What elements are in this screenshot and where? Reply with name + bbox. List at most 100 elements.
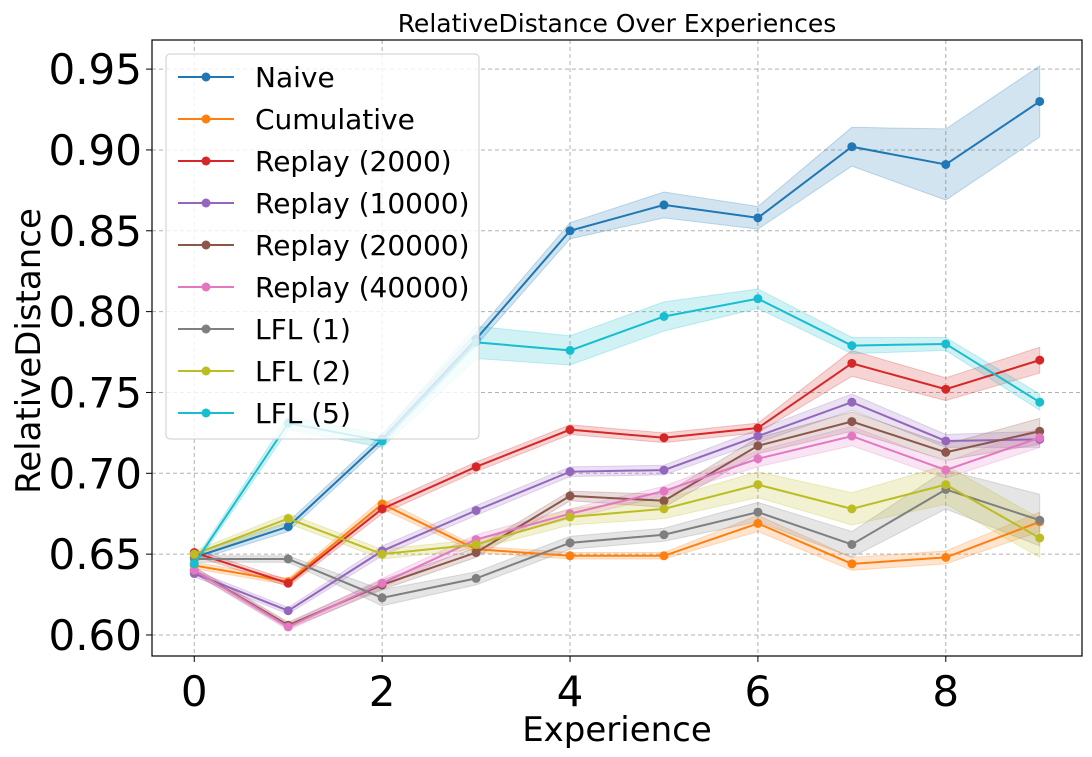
data-point bbox=[283, 622, 293, 632]
data-point bbox=[565, 345, 575, 355]
y-tick-label: 0.60 bbox=[48, 611, 142, 660]
data-point bbox=[565, 538, 575, 548]
data-point bbox=[283, 514, 293, 524]
data-point bbox=[941, 447, 951, 457]
data-point bbox=[565, 226, 575, 236]
data-point bbox=[941, 384, 951, 394]
data-point bbox=[847, 417, 857, 427]
data-point bbox=[565, 467, 575, 477]
data-point bbox=[1035, 397, 1045, 407]
band-1 bbox=[193, 498, 1041, 586]
series-line-5 bbox=[193, 435, 1041, 629]
data-point bbox=[847, 358, 857, 368]
data-point bbox=[847, 142, 857, 152]
legend-swatch-marker bbox=[201, 72, 211, 82]
data-point bbox=[1035, 355, 1045, 365]
data-point bbox=[847, 559, 857, 569]
data-point bbox=[283, 578, 293, 588]
data-point bbox=[753, 480, 763, 490]
data-point bbox=[659, 433, 669, 443]
data-point bbox=[283, 522, 293, 532]
data-point bbox=[847, 341, 857, 351]
data-point bbox=[1035, 533, 1045, 543]
data-point bbox=[941, 480, 951, 490]
series-line-0 bbox=[193, 100, 1041, 559]
band-2 bbox=[193, 346, 1041, 588]
legend-label: LFL (2) bbox=[255, 355, 351, 388]
data-point bbox=[659, 486, 669, 496]
data-point bbox=[471, 573, 481, 583]
band-3 bbox=[193, 393, 1041, 615]
data-point bbox=[753, 441, 763, 451]
data-point bbox=[659, 496, 669, 506]
data-point bbox=[283, 606, 293, 616]
data-point bbox=[847, 504, 857, 514]
data-point bbox=[753, 213, 763, 223]
data-point bbox=[377, 504, 387, 514]
data-point bbox=[1035, 426, 1045, 436]
legend-swatch-marker bbox=[201, 282, 211, 292]
data-point bbox=[659, 530, 669, 540]
series-line-6 bbox=[194, 488, 1041, 599]
x-tick-label: 6 bbox=[745, 667, 772, 716]
series-line-7 bbox=[193, 483, 1041, 556]
legend-swatch-marker bbox=[201, 240, 211, 250]
legend-swatch-marker bbox=[201, 324, 211, 334]
data-point bbox=[847, 397, 857, 407]
legend-label: LFL (1) bbox=[255, 313, 351, 346]
data-point bbox=[941, 159, 951, 169]
data-point bbox=[753, 431, 763, 441]
x-tick-label: 4 bbox=[557, 667, 584, 716]
data-point bbox=[753, 518, 763, 528]
series-line-2 bbox=[193, 359, 1041, 585]
legend-label: Cumulative bbox=[255, 103, 415, 136]
legend-swatch-marker bbox=[201, 408, 211, 418]
data-point bbox=[847, 539, 857, 549]
data-point bbox=[377, 549, 387, 559]
data-point bbox=[565, 512, 575, 522]
legend-swatch-marker bbox=[201, 156, 211, 166]
data-point bbox=[565, 425, 575, 435]
data-point bbox=[471, 505, 481, 515]
data-point bbox=[283, 554, 293, 564]
legend-swatch-marker bbox=[201, 366, 211, 376]
y-tick-label: 0.65 bbox=[48, 530, 142, 579]
chart-title: RelativeDistance Over Experiences bbox=[398, 9, 837, 38]
series-line-1 bbox=[194, 502, 1041, 583]
data-point bbox=[753, 507, 763, 517]
data-point bbox=[753, 294, 763, 304]
y-tick-label: 0.85 bbox=[48, 207, 142, 256]
data-point bbox=[1035, 96, 1045, 106]
legend-label: Replay (20000) bbox=[255, 229, 470, 262]
data-point bbox=[659, 551, 669, 561]
data-point bbox=[659, 504, 669, 514]
y-tick-label: 0.80 bbox=[48, 288, 142, 337]
legend-label: Replay (10000) bbox=[255, 187, 470, 220]
legend-label: LFL (5) bbox=[255, 397, 351, 430]
data-point bbox=[659, 311, 669, 321]
data-point bbox=[659, 200, 669, 210]
data-point bbox=[471, 462, 481, 472]
x-axis: 0 2 4 6 8 bbox=[181, 656, 959, 716]
data-point bbox=[565, 551, 575, 561]
data-point bbox=[941, 465, 951, 475]
y-tick-label: 0.95 bbox=[48, 45, 142, 94]
data-point bbox=[377, 593, 387, 603]
legend-swatch-marker bbox=[201, 114, 211, 124]
data-point bbox=[565, 491, 575, 501]
data-point bbox=[377, 578, 387, 588]
series-line-3 bbox=[193, 401, 1040, 612]
x-axis-label: Experience bbox=[522, 710, 712, 750]
y-axis-label: RelativeDistance bbox=[9, 208, 49, 494]
data-point bbox=[471, 548, 481, 558]
legend-label: Replay (40000) bbox=[255, 271, 470, 304]
data-point bbox=[471, 539, 481, 549]
data-point bbox=[1035, 433, 1045, 443]
legend: Naive Cumulative Replay (2000) Replay (1000… bbox=[165, 53, 480, 440]
x-tick-label: 8 bbox=[932, 667, 959, 716]
data-point bbox=[189, 565, 199, 575]
legend-box bbox=[165, 53, 480, 440]
legend-label: Replay (2000) bbox=[255, 145, 452, 178]
